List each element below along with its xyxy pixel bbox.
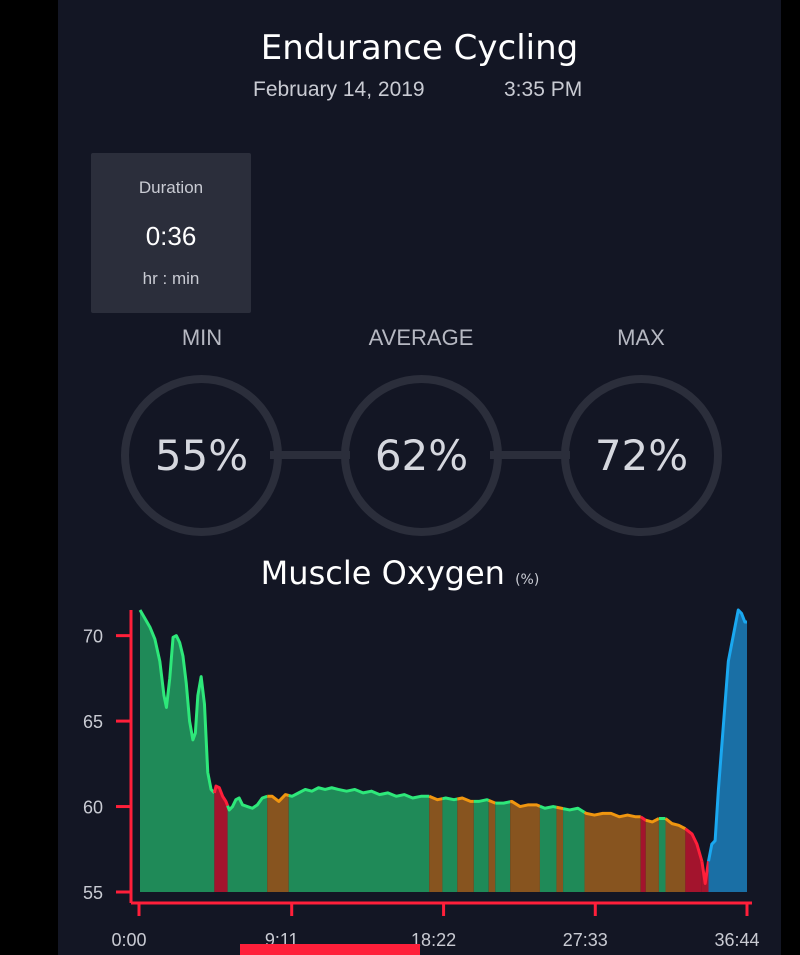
line-segment-orange [664,817,687,831]
area-segment-green [495,801,511,892]
line-segment-green [226,794,268,812]
duration-unit: hr : min [142,269,200,288]
area-segment-green [140,610,215,892]
area-segment-orange [665,818,686,892]
area-segment-red [214,786,228,892]
area-segment-green [539,806,557,892]
y-tick-label: 60 [83,798,103,818]
area-segment-orange [645,818,659,892]
stat-min-label: MIN [181,328,223,350]
area-segment-green [658,818,666,892]
stat-min-value: 55% [154,431,249,480]
workout-date: February 14, 2019 [253,78,425,101]
line-segment-red [684,827,704,862]
line-segment-red [700,861,710,885]
line-segment-orange [428,794,443,802]
line-segment-orange [267,793,290,803]
x-tick-label: 0:00 [111,930,146,950]
stat-max-value: 72% [594,431,689,480]
line-segment-green [442,796,458,802]
area-segment-orange [267,794,289,892]
stat-average-label: AVERAGE [368,328,474,350]
area-segment-orange [457,798,474,892]
line-segment-green [539,804,557,810]
stat-connector [490,451,570,459]
y-tick-label: 55 [83,883,103,903]
area-segment-green [227,796,268,892]
line-segment-orange [556,805,564,811]
stat-average-ring: 62% [341,375,502,536]
chart-title-text: Muscle Oxygen [260,554,505,592]
area-segment-red [640,816,646,892]
line-segment-green [288,786,430,800]
area-segment-red [685,828,702,892]
stat-connector [270,451,350,459]
area-segment-red [701,861,709,892]
line-segment-orange [488,799,496,805]
chart-title: Muscle Oxygen (%) [0,554,800,592]
y-tick-label: 65 [83,712,103,732]
x-tick-label: 36:44 [714,930,759,950]
line-segment-green [473,798,490,803]
area-segment-orange [584,812,641,892]
duration-value: 0:36 [145,221,197,251]
line-segment-blue [707,608,747,862]
x-tick-label: 27:33 [563,930,608,950]
area-segment-green [473,799,489,892]
line-segment-green [138,609,216,794]
line-segment-red [639,815,647,822]
stat-min-ring: 55% [121,375,282,536]
workout-time: 3:35 PM [504,78,583,101]
stat-max-ring: 72% [561,375,722,536]
line-segment-green [495,800,511,805]
area-segment-green [563,808,585,892]
x-tick-label: 18:22 [411,930,456,950]
workout-title: Endurance Cycling [260,28,579,68]
y-tick-label: 70 [83,627,103,647]
line-segment-red [212,784,229,807]
line-segment-orange [583,811,641,819]
area-segment-orange [488,800,496,892]
area-segment-orange [429,796,443,892]
line-segment-orange [645,817,660,824]
area-segment-orange [556,807,564,892]
line-segment-orange [456,796,474,803]
line-segment-orange [509,799,541,809]
area-segment-green [288,787,430,892]
stat-max-label: MAX [617,328,665,350]
chart-title-unit: (%) [515,572,540,588]
duration-card: Duration 0:36 hr : min [91,153,251,313]
area-segment-green [442,798,458,892]
area-segment-blue [708,610,747,892]
duration-label: Duration [138,178,204,197]
area-segment-orange [510,801,540,892]
horizontal-scrollbar-thumb[interactable] [240,944,420,955]
stat-average-value: 62% [374,431,469,480]
line-segment-green [562,806,586,814]
